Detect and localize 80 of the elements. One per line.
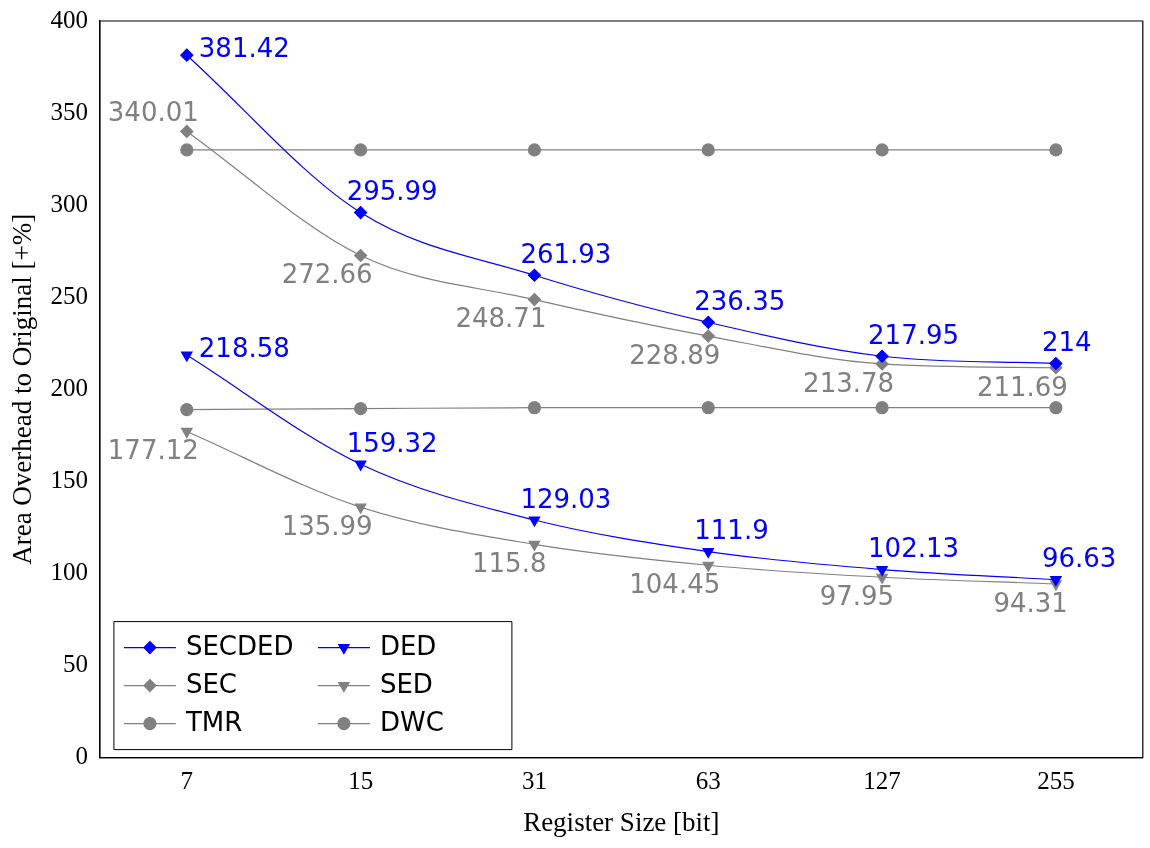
point (527, 401, 542, 415)
point (180, 124, 194, 139)
point (354, 402, 368, 416)
point (181, 351, 193, 362)
x-tick-label: 7 (180, 767, 194, 795)
point (1050, 576, 1062, 587)
x-tick-label: 127 (863, 767, 901, 795)
data-label: 104.45 (629, 569, 721, 600)
data-label: 217.95 (868, 320, 960, 350)
data-label: 129.03 (520, 483, 612, 514)
point (181, 427, 193, 439)
data-label: 111.9 (694, 515, 769, 546)
point (702, 547, 715, 559)
point (1049, 143, 1063, 157)
data-label: 211.69 (976, 371, 1068, 402)
y-tick-label: 400 (50, 5, 88, 33)
point (701, 329, 715, 343)
point (354, 143, 368, 157)
point (702, 561, 715, 572)
y-tick-label: 150 (50, 465, 88, 493)
point (354, 503, 367, 514)
point (876, 565, 888, 577)
point (527, 143, 542, 157)
legend-label: DWC (379, 707, 444, 738)
point (528, 516, 541, 527)
y-tick-label: 350 (50, 97, 88, 125)
data-label: 236.35 (694, 286, 786, 317)
data-label: 248.71 (455, 303, 547, 334)
point (354, 205, 368, 220)
data-label: 177.12 (107, 435, 199, 466)
data-label: 295.99 (346, 176, 438, 207)
y-axis-title: Area Overhead to Original [+%] (7, 213, 38, 565)
data-label: 340.01 (107, 97, 199, 128)
point (354, 460, 367, 471)
point (875, 401, 889, 415)
x-tick-label: 31 (521, 767, 547, 795)
data-label: 218.58 (198, 332, 290, 363)
data-label: 135.99 (281, 510, 373, 541)
data-label: 272.66 (281, 259, 373, 290)
x-tick-label: 63 (695, 767, 721, 795)
data-label: 159.32 (346, 427, 438, 458)
data-label: 213.78 (803, 367, 895, 398)
y-tick-label: 50 (62, 650, 88, 678)
point (701, 315, 715, 329)
point (527, 268, 542, 282)
x-tick-label: 255 (1037, 767, 1075, 795)
point (180, 402, 194, 417)
point (1049, 401, 1063, 415)
point (180, 143, 194, 157)
y-tick-label: 0 (75, 742, 88, 770)
data-label: 96.63 (1041, 543, 1117, 574)
legend-label: TMR (184, 707, 243, 738)
point (876, 573, 888, 584)
data-label: 102.13 (868, 533, 960, 564)
y-tick-label: 250 (50, 281, 88, 309)
x-axis-title: Register Size [bit] (523, 806, 720, 837)
legend-label: SEC (185, 669, 237, 700)
point (701, 401, 715, 415)
data-label: 261.93 (520, 239, 612, 270)
y-tick-label: 100 (50, 558, 88, 586)
point (875, 143, 889, 157)
x-tick-label: 15 (348, 767, 374, 795)
data-label: 381.42 (198, 32, 290, 63)
legend-label: SED (379, 669, 433, 700)
y-tick-label: 200 (50, 373, 88, 401)
point (875, 349, 889, 363)
point (354, 248, 368, 263)
legend-label: SECDED (185, 631, 294, 662)
point (528, 540, 541, 551)
point (180, 48, 194, 62)
point (701, 143, 715, 157)
data-label: 94.31 (993, 587, 1068, 618)
legend-label: DED (379, 631, 437, 662)
data-label: 228.89 (629, 339, 721, 370)
y-tick-label: 300 (50, 189, 88, 217)
data-label: 214 (1041, 327, 1092, 358)
data-label: 115.8 (472, 548, 547, 579)
point (527, 293, 542, 307)
point (1049, 356, 1063, 371)
data-label: 97.95 (819, 580, 895, 611)
